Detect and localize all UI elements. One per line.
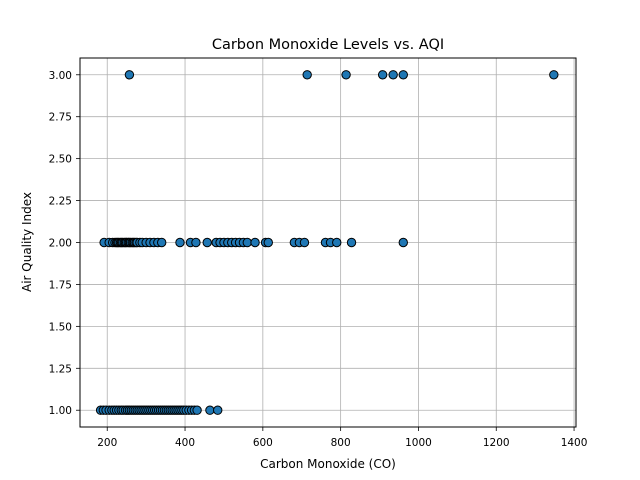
data-point [213, 405, 223, 415]
x-tick-label: 1000 [405, 437, 432, 449]
y-tick-label: 2.50 [49, 154, 72, 166]
x-tick-label: 800 [331, 437, 351, 449]
x-tick-label: 400 [175, 437, 195, 449]
x-tick-label: 1200 [483, 437, 510, 449]
y-tick-label: 1.00 [49, 405, 72, 417]
y-tick-label: 2.00 [49, 238, 72, 250]
data-point [205, 405, 215, 415]
data-point [341, 70, 351, 80]
data-point [175, 237, 185, 248]
data-point [398, 70, 408, 80]
y-tick-label: 1.75 [49, 279, 72, 291]
y-axis-ticks: 1.00 1.25 1.50 1.75 2.00 2.25 2.50 2.75 3.00 [49, 70, 80, 417]
y-tick-label: 2.25 [49, 196, 72, 208]
y-axis-label: Air Quality Index [20, 192, 34, 292]
data-point [191, 237, 201, 248]
y-tick-label: 1.50 [49, 321, 72, 333]
x-tick-label: 1400 [561, 437, 588, 449]
data-point [192, 405, 202, 415]
y-tick-label: 2.75 [49, 112, 72, 124]
x-axis-ticks: 200 400 600 800 1000 1200 1400 [97, 427, 587, 449]
data-point [332, 237, 342, 248]
data-point [250, 237, 260, 248]
chart-title: Carbon Monoxide Levels vs. AQI [212, 37, 444, 53]
data-point [388, 70, 398, 80]
data-point [202, 237, 212, 248]
data-point [156, 237, 167, 248]
data-point [549, 70, 559, 80]
x-axis-label: Carbon Monoxide (CO) [260, 457, 396, 471]
data-point [263, 237, 273, 248]
data-point [124, 70, 135, 80]
data-point [346, 237, 357, 248]
x-tick-label: 600 [253, 437, 273, 449]
data-point [398, 237, 408, 248]
data-point [242, 237, 252, 248]
y-tick-label: 1.25 [49, 363, 72, 375]
data-point [302, 70, 312, 80]
data-point [299, 237, 310, 248]
y-tick-label: 3.00 [49, 70, 72, 82]
data-point [377, 70, 388, 80]
x-tick-label: 200 [97, 437, 117, 449]
data-points [95, 70, 559, 415]
